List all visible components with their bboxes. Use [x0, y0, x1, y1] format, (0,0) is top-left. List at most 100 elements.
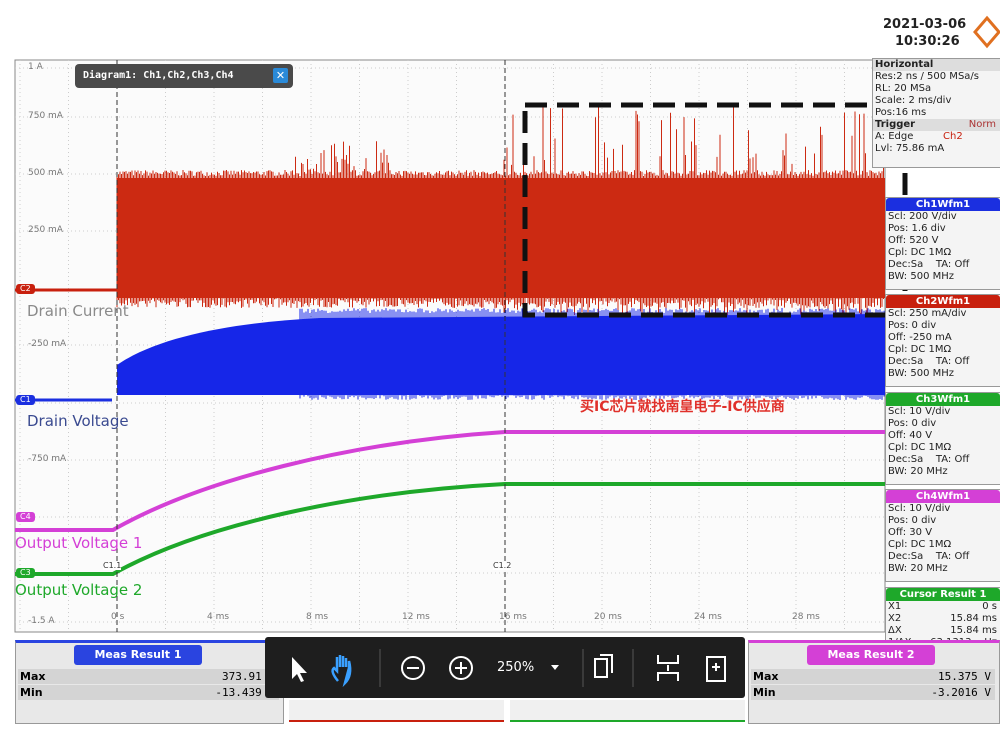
- setting-line: Scale: 2 ms/div: [875, 95, 952, 106]
- channel-setting: Off: 40 V: [888, 430, 933, 441]
- zoom-level: 250%: [497, 660, 535, 675]
- y-label: -1.5 A: [28, 616, 55, 626]
- channel-marker: C4: [16, 512, 35, 522]
- zoom-out[interactable]: [401, 656, 425, 680]
- channel-setting: Scl: 10 V/div: [888, 503, 951, 514]
- cursor-row: ΔX 15.84 ms: [886, 625, 1000, 637]
- x-label: 16 ms: [499, 612, 527, 622]
- cursor-key: X1: [888, 601, 902, 612]
- result-slot: [510, 700, 745, 722]
- channel-setting: Pos: 0 div: [888, 320, 937, 331]
- toolbar-icons: [292, 649, 726, 688]
- x-label: 28 ms: [792, 612, 820, 622]
- pan-tool[interactable]: [331, 655, 352, 688]
- setting-line: Res:2 ns / 500 MSa/s: [875, 71, 979, 82]
- channel-setting: Cpl: DC 1MΩ: [888, 344, 952, 355]
- zoom-fit-icon[interactable]: [657, 655, 679, 681]
- channel-setting: BW: 500 MHz: [888, 368, 955, 379]
- x-label: 12 ms: [402, 612, 430, 622]
- time: 10:30:26: [895, 34, 960, 49]
- channel-setting: Off: 520 V: [888, 235, 939, 246]
- y-label: 750 mA: [28, 111, 63, 121]
- cursor-result-title: Cursor Result 1: [886, 588, 1000, 601]
- y-label: -750 mA: [28, 454, 67, 464]
- channel-setting: Pos: 0 div: [888, 515, 937, 526]
- close-button[interactable]: ✕: [273, 68, 288, 83]
- channel-marker: C3: [16, 568, 35, 578]
- meas-key: Max: [753, 670, 779, 683]
- ch3-trace: [15, 482, 885, 576]
- trace-label: Drain Voltage: [27, 412, 129, 430]
- meas-value: 15.375 V: [938, 670, 991, 683]
- meas-title: Meas Result 2: [807, 645, 935, 665]
- channel-panel: Ch2Wfm1 Scl: 250 mA/div Pos: 0 div Off: -25…: [885, 294, 1000, 387]
- setting-line: RL: 20 MSa: [875, 83, 932, 94]
- copy-icon[interactable]: [594, 654, 613, 678]
- x-label: 20 ms: [594, 612, 622, 622]
- meas-row: Min -3.2016 V: [751, 685, 995, 700]
- cursor-label: C1.2: [493, 561, 512, 570]
- meas-panel: Meas Result 1 Max 373.91 V Min -13.439 V: [15, 640, 284, 724]
- channel-setting: Scl: 200 V/div: [888, 211, 957, 222]
- logo: [973, 15, 1000, 49]
- cursor-key: ΔX: [888, 625, 902, 636]
- channel-setting: Dec:Sa TA: Off: [888, 551, 970, 562]
- trace-label: Drain Current: [27, 302, 129, 320]
- setting-line: Pos:16 ms: [875, 107, 927, 118]
- trigger-level: Lvl: 75.86 mA: [875, 143, 945, 154]
- meas-title: Meas Result 1: [74, 645, 202, 665]
- diagram-tab: Diagram1: Ch1,Ch2,Ch3,Ch4 ✕: [75, 64, 293, 88]
- x-label: 4 ms: [207, 612, 230, 622]
- channel-title: Ch4Wfm1: [886, 490, 1000, 503]
- channel-marker: C2: [16, 284, 35, 294]
- panel-title: Horizontal: [873, 59, 1000, 71]
- ch2-trace: [116, 105, 884, 318]
- zoom-window-icon[interactable]: [706, 656, 726, 682]
- meas-panel: Meas Result 2 Max 15.375 V Min -3.2016 V: [748, 640, 1000, 724]
- toolbar: 250%: [265, 637, 745, 698]
- channel-title: Ch2Wfm1: [886, 295, 1000, 308]
- channel-setting: Cpl: DC 1MΩ: [888, 247, 952, 258]
- meas-value: -3.2016 V: [931, 686, 991, 699]
- trigger-channel: Ch2: [943, 131, 963, 142]
- channel-setting: Dec:Sa TA: Off: [888, 259, 970, 270]
- cursor-value: 15.84 ms: [950, 613, 997, 624]
- zoom-in: [455, 662, 467, 674]
- select-tool[interactable]: [292, 657, 307, 682]
- date: 2021-03-06: [883, 17, 967, 32]
- channel-title: Ch1Wfm1: [886, 198, 1000, 211]
- channel-setting: Dec:Sa TA: Off: [888, 356, 970, 367]
- channel-setting: Pos: 1.6 div: [888, 223, 946, 234]
- ch4-trace: [15, 430, 885, 532]
- diagram-title: Diagram1: Ch1,Ch2,Ch3,Ch4: [83, 70, 234, 81]
- channel-setting: Dec:Sa TA: Off: [888, 454, 970, 465]
- meas-key: Max: [20, 670, 46, 683]
- channel-setting: Scl: 10 V/div: [888, 406, 951, 417]
- channel-setting: Cpl: DC 1MΩ: [888, 539, 952, 550]
- channel-setting: Off: -250 mA: [888, 332, 952, 343]
- channel-setting: BW: 20 MHz: [888, 563, 948, 574]
- channel-marker: C1: [16, 395, 35, 405]
- meas-row: Min -13.439 V: [18, 685, 279, 700]
- result-slot: [289, 700, 504, 722]
- trigger-source: A: Edge Ch2: [875, 131, 963, 142]
- meas-row: Max 15.375 V: [751, 669, 995, 684]
- trace-label: Output Voltage 2: [15, 581, 143, 599]
- ch1-trace: [117, 314, 885, 395]
- channel-panel: Ch1Wfm1 Scl: 200 V/div Pos: 1.6 div Off: 52…: [885, 197, 1000, 290]
- meas-row: Max 373.91 V: [18, 669, 279, 684]
- zoom-in[interactable]: [449, 656, 473, 680]
- channel-setting: BW: 20 MHz: [888, 466, 948, 477]
- y-label: -250 mA: [28, 339, 67, 349]
- channel-setting: Scl: 250 mA/div: [888, 308, 967, 319]
- channel-setting: BW: 500 MHz: [888, 271, 955, 282]
- ch1-trace: [299, 308, 885, 400]
- trace-label: Output Voltage 1: [15, 534, 143, 552]
- channel-setting: Pos: 0 div: [888, 418, 937, 429]
- zoom-dropdown[interactable]: [551, 665, 559, 670]
- channel-title: Ch3Wfm1: [886, 393, 1000, 406]
